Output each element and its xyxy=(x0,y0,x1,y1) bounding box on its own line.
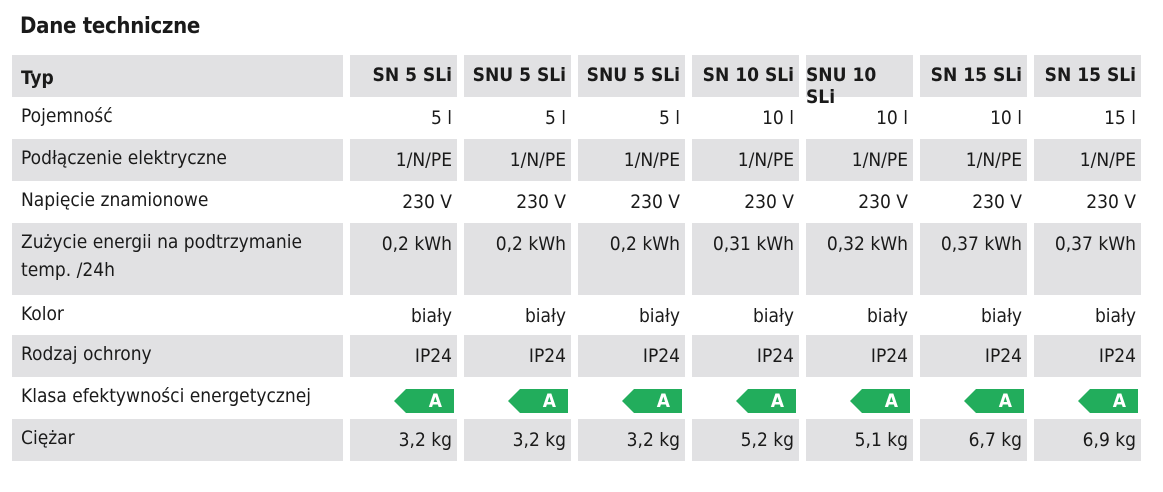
table-cell: A xyxy=(578,377,685,419)
table-cell: 5,1 kg xyxy=(806,419,913,461)
table-cell: 230 V xyxy=(402,191,452,213)
table-cell: A xyxy=(920,377,1027,419)
table-cell: 1/N/PE xyxy=(464,139,571,181)
energy-class-badge: A xyxy=(850,389,910,413)
table-cell: 0,37 kWh xyxy=(920,223,1027,295)
row-label: Ciężar xyxy=(12,419,343,461)
table-cell: biały xyxy=(410,305,452,327)
table-cell: 5 l xyxy=(430,107,452,129)
table-cell: A xyxy=(464,377,571,419)
energy-class-badge: A xyxy=(508,389,568,413)
table-cell: 3,2 kg xyxy=(578,419,685,461)
energy-class-badge: A xyxy=(1078,389,1138,413)
table-cell: 5 l xyxy=(544,107,566,129)
page-title: Dane techniczne xyxy=(20,14,201,39)
table-cell: 6,9 kg xyxy=(1034,419,1141,461)
table-cell: 230 V xyxy=(858,191,908,213)
model-header: SNU 10 SLi xyxy=(806,55,913,108)
table-cell: IP24 xyxy=(464,335,571,377)
row-label: Podłączenie elektryczne xyxy=(12,139,343,181)
energy-class-badge: A xyxy=(622,389,682,413)
table-cell: IP24 xyxy=(692,335,799,377)
row-label: Zużycie energii na podtrzymanie temp. /2… xyxy=(12,223,343,295)
table-cell: biały xyxy=(638,305,680,327)
row-label: Kolor xyxy=(21,303,64,325)
table-cell: 1/N/PE xyxy=(692,139,799,181)
header-label: Typ xyxy=(12,55,343,97)
model-header: SN 15 SLi xyxy=(1034,55,1141,97)
table-cell: IP24 xyxy=(350,335,457,377)
table-cell: 5 l xyxy=(658,107,680,129)
table-cell: 0,32 kWh xyxy=(806,223,913,295)
table-cell: 0,2 kWh xyxy=(464,223,571,295)
model-header: SN 5 SLi xyxy=(350,55,457,97)
table-cell: 1/N/PE xyxy=(578,139,685,181)
table-cell: 1/N/PE xyxy=(806,139,913,181)
model-header: SNU 5 SLi xyxy=(578,55,685,97)
row-label: Napięcie znamionowe xyxy=(21,189,209,211)
model-header: SN 15 SLi xyxy=(920,55,1027,97)
table-cell: 1/N/PE xyxy=(350,139,457,181)
table-cell: biały xyxy=(524,305,566,327)
table-cell: 230 V xyxy=(630,191,680,213)
table-cell: IP24 xyxy=(578,335,685,377)
model-header: SN 10 SLi xyxy=(692,55,799,97)
table-cell: biały xyxy=(980,305,1022,327)
table-cell: A xyxy=(350,377,457,419)
table-cell: 0,31 kWh xyxy=(692,223,799,295)
row-label: Klasa efektywności energetycznej xyxy=(21,385,311,407)
table-cell: 10 l xyxy=(876,107,908,129)
table-cell: 15 l xyxy=(1104,107,1136,129)
table-cell: 1/N/PE xyxy=(1034,139,1141,181)
model-header: SNU 5 SLi xyxy=(464,55,571,97)
table-cell: IP24 xyxy=(1034,335,1141,377)
table-cell: IP24 xyxy=(920,335,1027,377)
energy-class-badge: A xyxy=(964,389,1024,413)
table-cell: 1/N/PE xyxy=(920,139,1027,181)
table-cell: 3,2 kg xyxy=(464,419,571,461)
table-cell: A xyxy=(692,377,799,419)
table-cell: 5,2 kg xyxy=(692,419,799,461)
table-cell: IP24 xyxy=(806,335,913,377)
table-cell: biały xyxy=(1094,305,1136,327)
table-cell: biały xyxy=(866,305,908,327)
table-cell: 0,37 kWh xyxy=(1034,223,1141,295)
table-cell: 230 V xyxy=(744,191,794,213)
table-cell: 0,2 kWh xyxy=(578,223,685,295)
table-cell: A xyxy=(1034,377,1141,419)
energy-class-badge: A xyxy=(394,389,454,413)
table-cell: 230 V xyxy=(516,191,566,213)
table-cell: 6,7 kg xyxy=(920,419,1027,461)
row-label: Rodzaj ochrony xyxy=(12,335,343,377)
table-cell: 3,2 kg xyxy=(350,419,457,461)
table-cell: 0,2 kWh xyxy=(350,223,457,295)
table-cell: biały xyxy=(752,305,794,327)
row-label: Pojemność xyxy=(21,105,113,127)
table-cell: 10 l xyxy=(762,107,794,129)
energy-class-badge: A xyxy=(736,389,796,413)
technical-data-table: Typ SN 5 SLi SNU 5 SLi SNU 5 SLi SN 10 SLi SN… xyxy=(12,55,1141,461)
table-cell: A xyxy=(806,377,913,419)
table-cell: 230 V xyxy=(1086,191,1136,213)
table-cell: 230 V xyxy=(972,191,1022,213)
table-cell: 10 l xyxy=(990,107,1022,129)
